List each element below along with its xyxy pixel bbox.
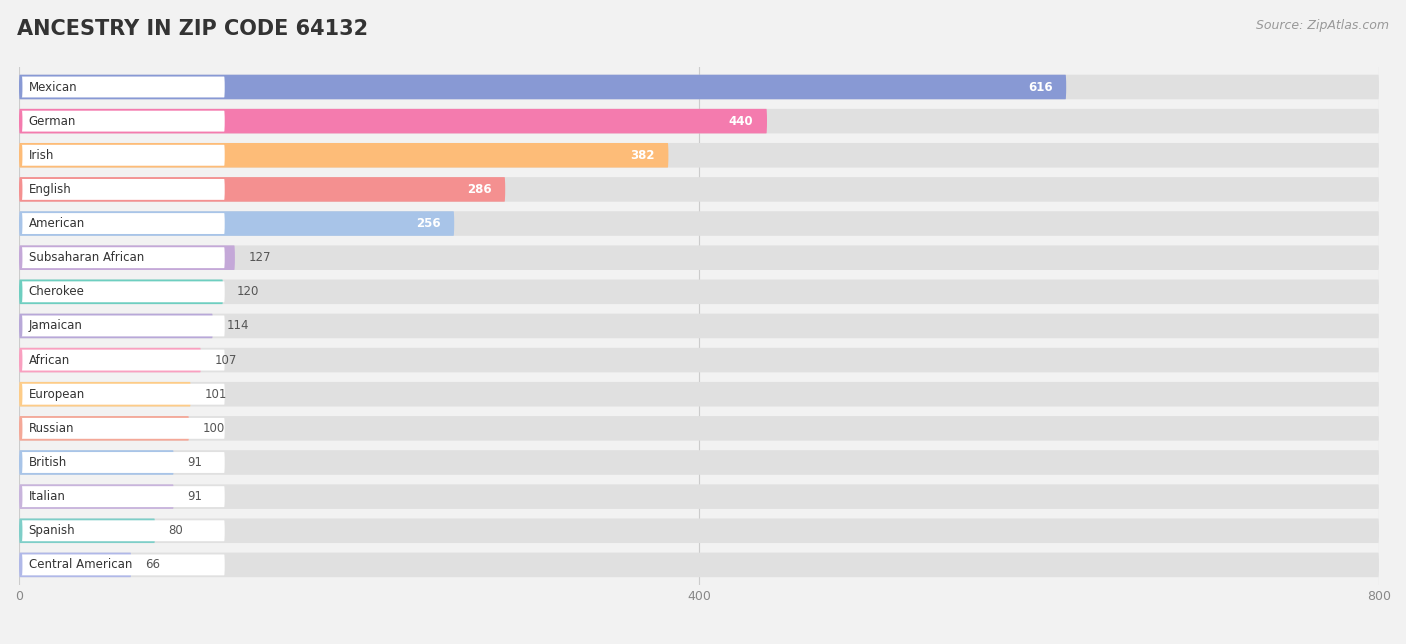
Text: Central American: Central American bbox=[28, 558, 132, 571]
FancyBboxPatch shape bbox=[20, 518, 1379, 543]
FancyBboxPatch shape bbox=[21, 316, 225, 336]
Text: 616: 616 bbox=[1028, 80, 1053, 93]
FancyBboxPatch shape bbox=[20, 75, 1066, 99]
FancyBboxPatch shape bbox=[21, 111, 225, 131]
FancyBboxPatch shape bbox=[20, 279, 1379, 304]
FancyBboxPatch shape bbox=[20, 484, 1379, 509]
Text: Spanish: Spanish bbox=[28, 524, 75, 537]
Text: American: American bbox=[28, 217, 84, 230]
FancyBboxPatch shape bbox=[20, 450, 1379, 475]
Text: 440: 440 bbox=[728, 115, 754, 128]
FancyBboxPatch shape bbox=[20, 348, 1379, 372]
Text: Mexican: Mexican bbox=[28, 80, 77, 93]
Text: ANCESTRY IN ZIP CODE 64132: ANCESTRY IN ZIP CODE 64132 bbox=[17, 19, 368, 39]
FancyBboxPatch shape bbox=[21, 350, 225, 370]
Text: African: African bbox=[28, 354, 70, 366]
FancyBboxPatch shape bbox=[21, 520, 225, 541]
Text: 80: 80 bbox=[169, 524, 183, 537]
Text: 256: 256 bbox=[416, 217, 440, 230]
Text: German: German bbox=[28, 115, 76, 128]
Text: Italian: Italian bbox=[28, 490, 66, 503]
FancyBboxPatch shape bbox=[20, 553, 131, 577]
Text: 382: 382 bbox=[630, 149, 655, 162]
Text: Irish: Irish bbox=[28, 149, 53, 162]
FancyBboxPatch shape bbox=[20, 177, 505, 202]
FancyBboxPatch shape bbox=[20, 348, 201, 372]
FancyBboxPatch shape bbox=[21, 486, 225, 507]
Text: Russian: Russian bbox=[28, 422, 75, 435]
FancyBboxPatch shape bbox=[20, 416, 1379, 440]
FancyBboxPatch shape bbox=[20, 245, 235, 270]
FancyBboxPatch shape bbox=[20, 143, 1379, 167]
Text: 66: 66 bbox=[145, 558, 160, 571]
Text: European: European bbox=[28, 388, 84, 401]
Text: Source: ZipAtlas.com: Source: ZipAtlas.com bbox=[1256, 19, 1389, 32]
Text: 91: 91 bbox=[187, 490, 202, 503]
Text: 91: 91 bbox=[187, 456, 202, 469]
Text: 286: 286 bbox=[467, 183, 492, 196]
Text: British: British bbox=[28, 456, 67, 469]
Text: Subsaharan African: Subsaharan African bbox=[28, 251, 143, 264]
Text: 114: 114 bbox=[226, 319, 249, 332]
FancyBboxPatch shape bbox=[21, 145, 225, 166]
FancyBboxPatch shape bbox=[21, 281, 225, 302]
FancyBboxPatch shape bbox=[20, 416, 188, 440]
FancyBboxPatch shape bbox=[20, 484, 174, 509]
FancyBboxPatch shape bbox=[20, 382, 1379, 406]
Text: 107: 107 bbox=[215, 354, 236, 366]
FancyBboxPatch shape bbox=[20, 245, 1379, 270]
FancyBboxPatch shape bbox=[20, 450, 174, 475]
Text: Cherokee: Cherokee bbox=[28, 285, 84, 298]
FancyBboxPatch shape bbox=[20, 382, 191, 406]
FancyBboxPatch shape bbox=[20, 109, 768, 133]
FancyBboxPatch shape bbox=[20, 177, 1379, 202]
FancyBboxPatch shape bbox=[20, 518, 155, 543]
FancyBboxPatch shape bbox=[20, 109, 1379, 133]
Text: 101: 101 bbox=[204, 388, 226, 401]
FancyBboxPatch shape bbox=[20, 314, 212, 338]
Text: Jamaican: Jamaican bbox=[28, 319, 83, 332]
Text: 100: 100 bbox=[202, 422, 225, 435]
FancyBboxPatch shape bbox=[20, 211, 1379, 236]
FancyBboxPatch shape bbox=[21, 77, 225, 97]
FancyBboxPatch shape bbox=[20, 553, 1379, 577]
Text: 127: 127 bbox=[249, 251, 271, 264]
FancyBboxPatch shape bbox=[21, 418, 225, 439]
FancyBboxPatch shape bbox=[21, 452, 225, 473]
Text: English: English bbox=[28, 183, 72, 196]
FancyBboxPatch shape bbox=[21, 384, 225, 404]
FancyBboxPatch shape bbox=[21, 554, 225, 575]
FancyBboxPatch shape bbox=[20, 279, 224, 304]
FancyBboxPatch shape bbox=[21, 213, 225, 234]
FancyBboxPatch shape bbox=[21, 247, 225, 268]
FancyBboxPatch shape bbox=[20, 314, 1379, 338]
FancyBboxPatch shape bbox=[20, 143, 668, 167]
FancyBboxPatch shape bbox=[21, 179, 225, 200]
Text: 120: 120 bbox=[236, 285, 259, 298]
FancyBboxPatch shape bbox=[20, 75, 1379, 99]
FancyBboxPatch shape bbox=[20, 211, 454, 236]
